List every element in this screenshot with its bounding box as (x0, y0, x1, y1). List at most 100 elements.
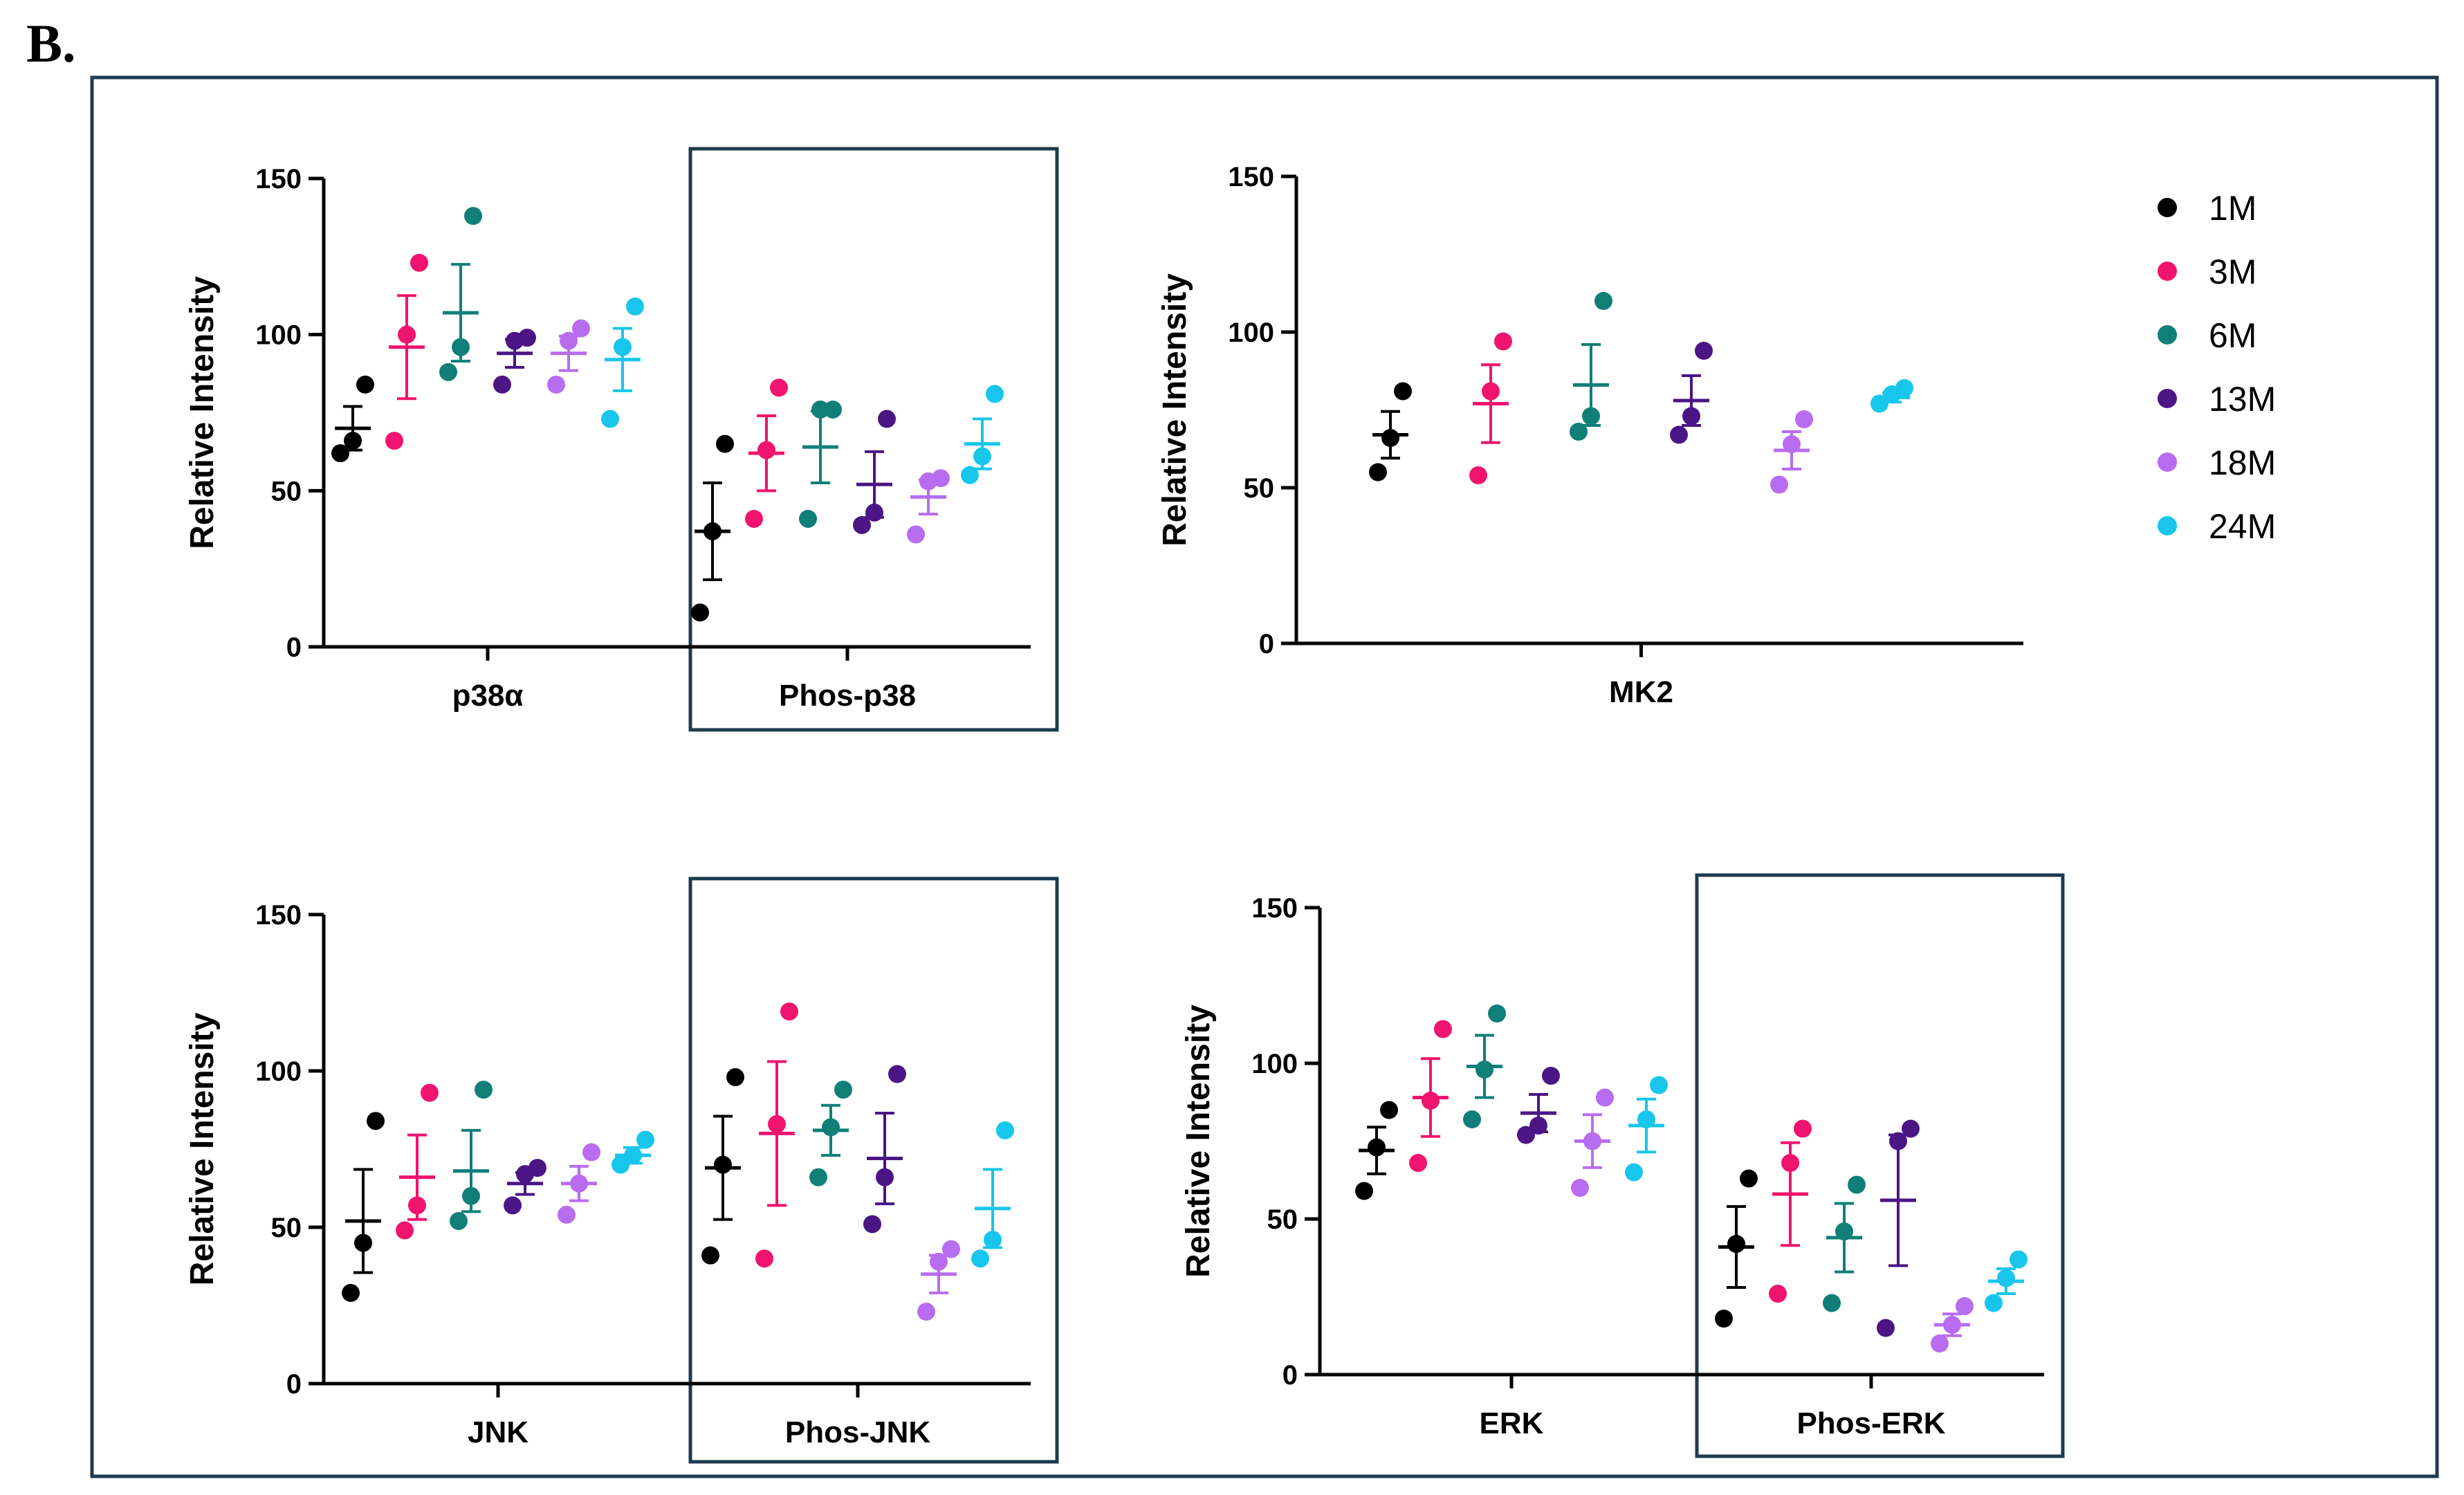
y-tick-label: 150 (1228, 162, 1274, 192)
series-1M-JNK (342, 1112, 385, 1302)
data-point (452, 338, 470, 356)
y-tick-label: 50 (271, 476, 302, 506)
series-3M-p38α (385, 253, 428, 450)
data-point (755, 1249, 773, 1268)
x-category-label: Phos-ERK (1796, 1406, 1945, 1440)
data-point (582, 1143, 600, 1162)
data-point (1650, 1076, 1668, 1094)
data-point (1870, 394, 1888, 413)
data-point (824, 400, 842, 419)
legend-label: 3M (2209, 253, 2256, 291)
data-point (1770, 475, 1788, 494)
y-tick-label: 150 (1251, 893, 1298, 924)
series-1M-Phos-ERK (1715, 1169, 1758, 1328)
data-point (942, 1240, 960, 1258)
series-18M-JNK (558, 1143, 600, 1224)
y-tick-label: 0 (286, 632, 302, 663)
data-point (1469, 466, 1487, 484)
series-18M-Phos-p38 (907, 469, 950, 544)
y-tick-label: 150 (255, 900, 302, 930)
data-point (398, 325, 416, 344)
series-13M-JNK (504, 1159, 546, 1215)
legend-item-1M: 1M (2158, 189, 2256, 228)
series-18M-p38α (547, 319, 590, 394)
data-point (356, 375, 374, 394)
data-point (1381, 429, 1399, 447)
data-point (1997, 1269, 2015, 1287)
y-tick-label: 150 (255, 164, 302, 194)
legend-label: 18M (2209, 443, 2276, 482)
data-point (367, 1112, 385, 1130)
series-24M-JNK (612, 1130, 654, 1174)
legend-item-3M: 3M (2158, 253, 2256, 291)
data-point (560, 331, 578, 350)
data-point (464, 207, 482, 226)
series-3M-ERK (1409, 1020, 1452, 1172)
legend-marker (2158, 262, 2177, 281)
series-3M-JNK (396, 1083, 439, 1240)
data-point (865, 503, 883, 522)
data-point (1594, 292, 1612, 310)
y-axis-title: Relative Intensity (1180, 1005, 1217, 1278)
data-point (1637, 1110, 1655, 1128)
series-1M-Phos-p38 (691, 434, 734, 622)
data-point (624, 1146, 642, 1165)
data-point (421, 1083, 439, 1102)
series-24M-ERK (1625, 1076, 1668, 1182)
data-point (450, 1211, 468, 1230)
series-3M-Phos-JNK (755, 1002, 798, 1268)
data-point (691, 603, 709, 622)
legend-label: 24M (2209, 507, 2276, 546)
data-point (984, 1231, 1002, 1249)
data-point (714, 1155, 732, 1174)
legend-label: 1M (2209, 189, 2256, 228)
data-point (570, 1174, 588, 1193)
chart-panel-2: 0 50 100 150 Relative Intensity MK2 (1157, 162, 2023, 709)
data-point (745, 509, 763, 528)
data-point (1902, 1119, 1920, 1138)
data-point (1582, 407, 1600, 425)
series-18M-MK2 (1770, 410, 1813, 494)
legend-label: 6M (2209, 316, 2256, 355)
data-point (704, 522, 721, 541)
data-point (601, 410, 619, 428)
data-point (822, 1118, 840, 1137)
data-point (1369, 463, 1387, 481)
series-18M-ERK (1571, 1088, 1614, 1197)
data-point (971, 1249, 989, 1268)
data-point (614, 338, 632, 356)
x-category-label: Phos-p38 (779, 679, 916, 713)
y-tick-label: 50 (1267, 1204, 1298, 1235)
y-axis-title: Relative Intensity (184, 1012, 221, 1285)
series-18M-Phos-ERK (1931, 1297, 1974, 1352)
series-6M-Phos-ERK (1823, 1175, 1866, 1312)
x-category-label: MK2 (1609, 675, 1673, 709)
data-point (344, 432, 362, 450)
chart-panel-1: 0 50 100 150 Relative Intensity p38α Phos-p38 (184, 147, 1059, 732)
series-6M-p38α (439, 207, 482, 381)
data-point (1931, 1335, 1949, 1352)
data-point (572, 319, 590, 338)
data-point (1625, 1163, 1643, 1182)
data-point (626, 297, 644, 316)
data-point (1517, 1126, 1535, 1144)
series-24M-Phos-p38 (961, 385, 1004, 484)
series-1M-p38α (331, 375, 374, 463)
data-point (986, 385, 1004, 403)
y-tick-label: 100 (255, 320, 302, 351)
outer-frame (90, 75, 2439, 1478)
data-point (1422, 1092, 1440, 1110)
data-point (1682, 407, 1700, 425)
data-point (462, 1186, 480, 1205)
data-point (907, 525, 925, 544)
data-point (780, 1002, 798, 1021)
series-13M-Phos-JNK (863, 1065, 906, 1233)
data-point (1570, 423, 1588, 441)
y-axis-title: Relative Intensity (1157, 273, 1193, 547)
data-point (799, 509, 817, 528)
series-1M-MK2 (1369, 382, 1412, 481)
x-category-label: p38α (452, 679, 524, 713)
data-point (636, 1130, 654, 1149)
data-point (1394, 382, 1412, 401)
